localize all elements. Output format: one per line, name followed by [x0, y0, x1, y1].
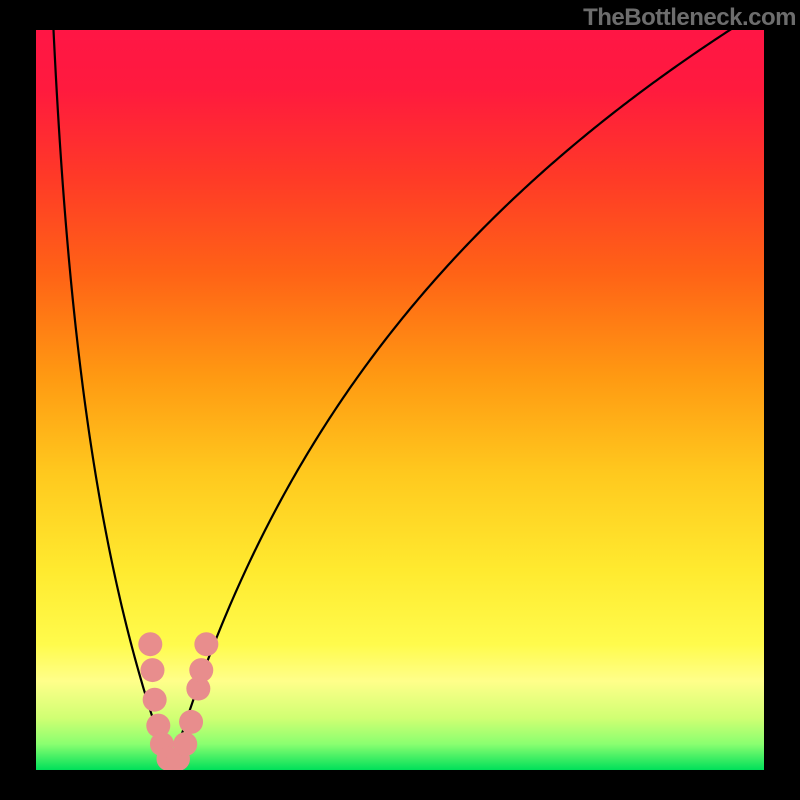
data-marker: [140, 658, 164, 682]
bottleneck-chart: TheBottleneck.com: [0, 0, 800, 800]
plot-area-background: [36, 30, 764, 770]
chart-svg: [0, 0, 800, 800]
data-marker: [194, 632, 218, 656]
data-marker: [173, 732, 197, 756]
data-marker: [143, 688, 167, 712]
data-marker: [138, 632, 162, 656]
data-marker: [189, 658, 213, 682]
watermark-text: TheBottleneck.com: [583, 4, 796, 32]
data-marker: [179, 710, 203, 734]
